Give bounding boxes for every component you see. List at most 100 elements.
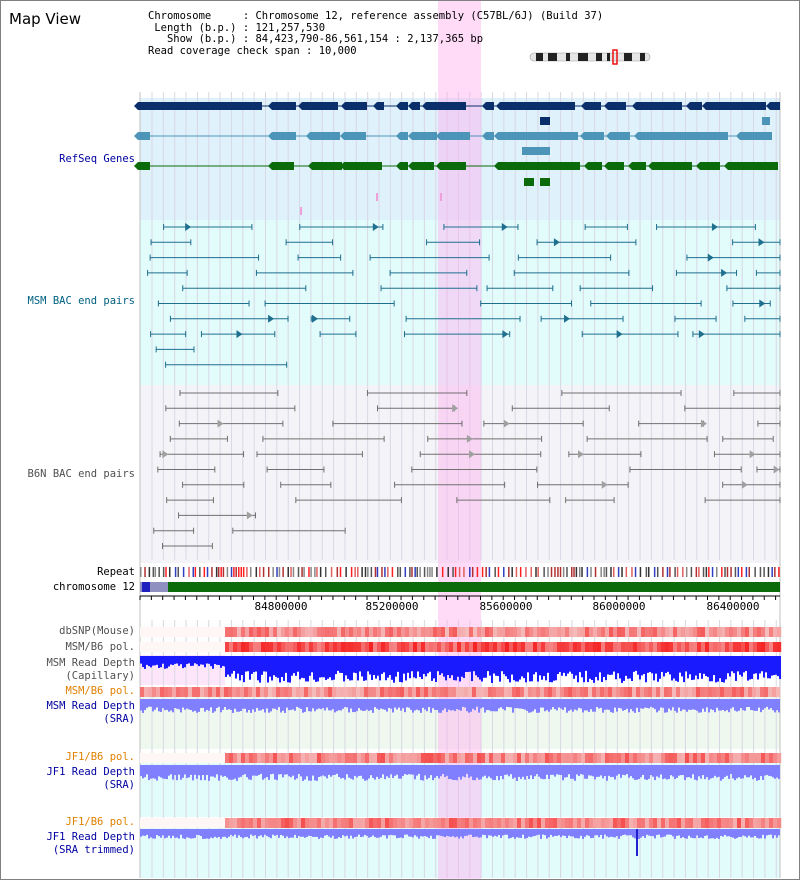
depth-bar [236, 829, 238, 838]
heat-cell [545, 627, 550, 637]
heat-cell [568, 687, 573, 697]
depth-bar [522, 765, 524, 777]
repeat-mark [603, 567, 605, 577]
depth-bar [298, 699, 300, 708]
depth-bar [624, 829, 626, 835]
heat-cell [144, 687, 149, 697]
depth-bar [286, 829, 288, 837]
heat-cell [237, 642, 242, 652]
depth-bar [152, 699, 154, 712]
gene-exon [312, 162, 342, 170]
track-label-jf1-sra-1[interactable]: JF1 Read Depth [46, 766, 135, 778]
repeat-mark [158, 567, 160, 577]
heat-cell [741, 753, 746, 763]
gene-arrow [686, 102, 690, 110]
repeat-mark [387, 567, 389, 577]
heat-cell [313, 642, 318, 652]
depth-bar [600, 765, 602, 776]
depth-bar [482, 829, 484, 835]
depth-bar [398, 829, 400, 838]
depth-bar [393, 656, 395, 683]
heat-cell [745, 818, 750, 828]
depth-bar [468, 656, 470, 668]
heat-cell [397, 753, 402, 763]
depth-bar [718, 699, 720, 711]
depth-bar [658, 829, 660, 835]
depth-bar [652, 699, 654, 708]
heat-cell [432, 687, 437, 697]
heat-cell [429, 753, 434, 763]
track-label-b6n-bac[interactable]: B6N BAC end pairs [27, 468, 135, 480]
heat-cell [577, 818, 582, 828]
repeat-mark [676, 567, 679, 577]
depth-bar [357, 656, 359, 681]
track-label-jf1-b6-pol-2[interactable]: JF1/B6 pol. [65, 816, 135, 828]
gene-arrow [306, 132, 310, 140]
heat-cell [493, 642, 498, 652]
heat-cell [297, 818, 302, 828]
track-label-repeat: Repeat [97, 566, 135, 578]
depth-bar [438, 656, 440, 669]
depth-bar [724, 699, 726, 712]
heat-cell [457, 627, 462, 637]
depth-bar [283, 656, 285, 681]
heat-cell [273, 642, 278, 652]
track-label-msm-bac[interactable]: MSM BAC end pairs [27, 295, 135, 307]
heat-cell [469, 642, 474, 652]
track-label-refseq[interactable]: RefSeq Genes [59, 153, 135, 165]
track-label-jf1-trim-1[interactable]: JF1 Read Depth [46, 831, 135, 843]
depth-bar [192, 765, 194, 781]
track-label-msm-b6-pol-1[interactable]: MSM/B6 pol. [65, 641, 135, 653]
depth-bar [380, 656, 382, 665]
depth-bar [344, 699, 346, 707]
repeat-mark [350, 567, 353, 577]
heat-cell [713, 753, 718, 763]
bac-pair-arrow [501, 223, 508, 231]
depth-bar [588, 829, 590, 836]
depth-bar [768, 699, 770, 710]
depth-bar [358, 829, 360, 835]
depth-bar [544, 765, 546, 780]
track-label-msm-b6-pol-2[interactable]: MSM/B6 pol. [65, 685, 135, 697]
depth-bar [674, 765, 676, 780]
heat-cell [389, 642, 394, 652]
heat-cell [349, 627, 354, 637]
heat-cell [656, 687, 661, 697]
heat-cell [493, 627, 498, 637]
depth-bar [524, 765, 526, 780]
depth-bar [659, 656, 661, 679]
chromosome-gap-mark [140, 582, 168, 592]
bac-pair-arrow [759, 299, 766, 308]
depth-bar [472, 829, 474, 838]
heat-cell [465, 818, 470, 828]
depth-bar [300, 699, 302, 709]
depth-bar [444, 656, 446, 665]
depth-bar [690, 656, 692, 666]
depth-bar [434, 656, 436, 666]
track-label-msm-cap-1[interactable]: MSM Read Depth [46, 657, 135, 669]
depth-bar [446, 829, 448, 836]
heat-cell [505, 627, 510, 637]
depth-bar [218, 765, 220, 781]
depth-bar [450, 699, 452, 711]
gene-arrow [436, 162, 440, 170]
gene-exon [412, 162, 434, 170]
depth-bar [654, 829, 656, 839]
depth-bar [548, 765, 550, 779]
depth-bar [550, 656, 552, 668]
depth-bar [142, 829, 144, 836]
track-label-jf1-b6-pol-1[interactable]: JF1/B6 pol. [65, 751, 135, 763]
track-label-msm-sra-1[interactable]: MSM Read Depth [46, 700, 135, 712]
track-label-dbsnp[interactable]: dbSNP(Mouse) [59, 625, 135, 637]
depth-bar [706, 656, 708, 664]
depth-bar [188, 829, 190, 838]
heat-cell [489, 627, 494, 637]
heat-cell [745, 642, 750, 652]
depth-bar [704, 656, 706, 664]
depth-bar [420, 699, 422, 713]
depth-bar [180, 829, 182, 835]
b6n-bac-track-bg [140, 385, 780, 563]
heat-cell [200, 687, 205, 697]
depth-bar [243, 656, 245, 683]
heat-cell [301, 642, 306, 652]
